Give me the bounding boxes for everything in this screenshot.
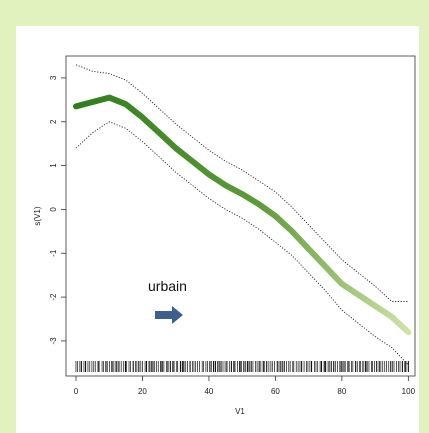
y-tick-label: 3 [49, 75, 58, 80]
series-lines [73, 64, 412, 366]
y-tick-label: 2 [49, 119, 58, 124]
y-tick-label: -2 [49, 293, 58, 301]
upper-confidence-line [75, 64, 409, 302]
x-tick-label: 20 [138, 387, 147, 396]
x-tick-label: 60 [271, 387, 280, 396]
x-tick-label: 100 [402, 387, 416, 396]
plot-area-border [65, 55, 416, 377]
x-axis-title: V1 [235, 407, 245, 416]
x-tick-label: 40 [204, 387, 213, 396]
y-axis-title: s(V1) [33, 206, 42, 225]
y-tick-label: -3 [49, 337, 58, 345]
rug-marks [75, 361, 409, 372]
x-tick-label: 0 [74, 387, 79, 396]
x-tick-label: 80 [337, 387, 346, 396]
y-axis-ticks: 3 2 1 0 -1 -2 -3 [49, 75, 66, 344]
lower-confidence-line [75, 121, 409, 366]
smooth-fit-line [73, 94, 412, 336]
y-tick-label: 0 [49, 207, 58, 212]
annotation-arrow-icon [155, 306, 183, 324]
annotation-label: urbain [148, 278, 187, 294]
y-tick-label: 1 [49, 163, 58, 168]
x-axis-ticks: 0 20 40 60 80 100 [74, 376, 416, 396]
y-tick-label: -1 [49, 249, 58, 257]
